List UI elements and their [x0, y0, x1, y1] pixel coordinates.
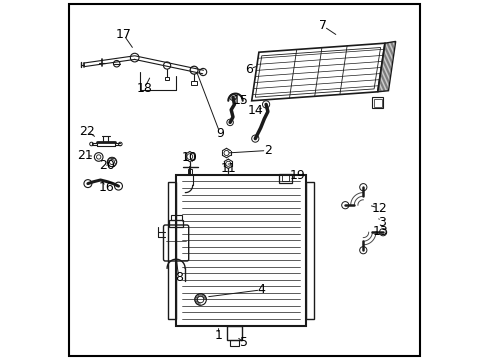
- Text: 16: 16: [99, 181, 115, 194]
- Text: 21: 21: [77, 149, 93, 162]
- Bar: [164, 77, 169, 80]
- Text: 10: 10: [181, 151, 197, 164]
- Text: 6: 6: [245, 63, 253, 76]
- Text: 11: 11: [220, 162, 236, 175]
- Text: 20: 20: [99, 159, 115, 172]
- Text: 3: 3: [377, 216, 385, 229]
- Bar: [170, 215, 181, 220]
- Text: 9: 9: [216, 127, 224, 140]
- Text: 12: 12: [371, 202, 386, 215]
- Bar: [282, 175, 289, 181]
- Text: 18: 18: [136, 82, 152, 95]
- Bar: [279, 174, 292, 183]
- Text: 2: 2: [264, 144, 271, 157]
- Text: 7: 7: [318, 19, 326, 32]
- Text: 22: 22: [79, 125, 95, 138]
- Text: 8: 8: [175, 271, 183, 284]
- Text: 19: 19: [289, 169, 305, 182]
- Text: 1: 1: [214, 329, 222, 342]
- Bar: [373, 99, 381, 107]
- Bar: [176, 175, 305, 326]
- Text: 14: 14: [247, 104, 263, 117]
- Bar: [305, 182, 313, 319]
- Text: 17: 17: [115, 28, 131, 41]
- Text: 4: 4: [257, 283, 265, 296]
- Bar: [227, 326, 241, 340]
- Text: 13: 13: [372, 225, 387, 238]
- Bar: [168, 220, 183, 227]
- Bar: [229, 340, 239, 346]
- Bar: [168, 182, 176, 319]
- Bar: [371, 97, 382, 108]
- Bar: [191, 81, 197, 85]
- Text: 5: 5: [240, 336, 247, 349]
- Bar: [187, 169, 192, 175]
- Text: 15: 15: [232, 94, 247, 107]
